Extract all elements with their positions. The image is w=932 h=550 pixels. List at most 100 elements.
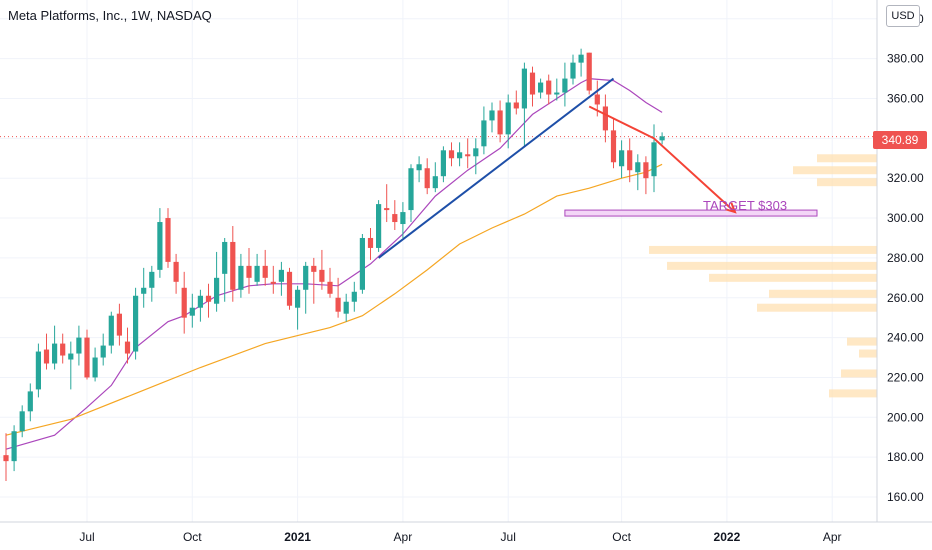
candle-body — [513, 102, 519, 109]
candle-body — [35, 351, 41, 390]
candle-body — [359, 237, 365, 290]
time-tick-label: Jul — [79, 530, 94, 544]
candle-body — [197, 295, 203, 308]
candle-body — [205, 295, 212, 302]
candle — [254, 253, 260, 286]
candle-body — [270, 281, 276, 284]
candle — [319, 249, 325, 290]
candle — [538, 78, 544, 99]
candle — [311, 257, 317, 304]
candle-body — [643, 162, 649, 179]
price-tick-label: 300.00 — [887, 211, 924, 225]
price-tick-label: 220.00 — [887, 370, 924, 384]
target-zone-box — [564, 209, 818, 217]
candle-body — [295, 289, 301, 308]
price-tick-label: 180.00 — [887, 450, 924, 464]
volume-profile-bar — [649, 245, 877, 254]
candle — [457, 142, 463, 167]
candle — [497, 100, 503, 143]
candle — [278, 261, 284, 296]
volume-profile-bar — [769, 289, 877, 298]
candle-body — [384, 208, 390, 211]
time-tick-label: Jul — [501, 530, 516, 544]
candle-body — [3, 455, 9, 462]
candle — [295, 285, 301, 330]
price-tick-label: 280.00 — [887, 251, 924, 265]
price-tick-label: 240.00 — [887, 331, 924, 345]
candle-body — [351, 291, 357, 302]
candle — [408, 164, 414, 223]
price-axis[interactable]: 160.00 180.00 200.00 220.00 240.00 260.00 280.… — [876, 0, 924, 522]
candle — [205, 283, 212, 318]
candle-body — [246, 265, 252, 278]
candle — [602, 94, 608, 143]
candle — [141, 267, 147, 308]
candle — [124, 327, 131, 364]
volume-profile-bar — [709, 273, 877, 282]
candle-body — [635, 162, 641, 173]
time-axis[interactable]: Jul Oct 2021 Apr Jul Oct 2022 Apr — [0, 521, 932, 544]
candle-body — [133, 295, 139, 352]
candle — [521, 62, 527, 147]
candle — [238, 253, 244, 298]
candle — [116, 303, 122, 346]
candle-body — [497, 110, 503, 135]
candle-body — [214, 277, 220, 304]
candle-body — [68, 353, 74, 360]
candle-body — [538, 82, 544, 93]
volume-profile-bar — [859, 349, 877, 358]
candle — [52, 325, 58, 370]
candle-body — [52, 343, 58, 364]
candle-body — [602, 106, 608, 131]
candle — [11, 425, 17, 472]
candle — [505, 94, 511, 149]
volume-profile — [649, 154, 877, 398]
currency-button[interactable]: USD — [886, 5, 920, 27]
time-tick-label: Oct — [612, 530, 631, 544]
time-tick-label: Apr — [394, 530, 413, 544]
candle — [610, 118, 617, 169]
candle — [343, 293, 349, 322]
grid-lines — [0, 0, 877, 522]
candle-body — [286, 271, 293, 306]
candle — [262, 249, 268, 286]
price-tick-label: 160.00 — [887, 490, 924, 504]
price-tick-label: 360.00 — [887, 92, 924, 106]
projection-line — [588, 105, 736, 213]
candle-body — [521, 68, 527, 109]
candle-body — [11, 431, 17, 462]
candle-body — [505, 102, 511, 135]
candle-body — [157, 222, 163, 270]
time-tick-label: Oct — [183, 530, 202, 544]
candle — [513, 90, 519, 115]
candle — [529, 66, 536, 107]
candles — [3, 48, 665, 482]
candle — [562, 62, 568, 107]
candle-body — [181, 287, 187, 318]
candle-body — [108, 315, 114, 346]
candle — [165, 208, 171, 268]
candle-body — [27, 391, 33, 412]
candle — [432, 162, 438, 193]
price-tick-label: 200.00 — [887, 410, 924, 424]
volume-profile-bar — [847, 337, 877, 346]
candle-body — [100, 345, 106, 358]
candle-body — [222, 241, 228, 274]
candle-body — [627, 150, 633, 171]
candle-body — [546, 80, 552, 95]
candle — [68, 341, 74, 390]
candle — [481, 106, 487, 155]
volume-profile-bar — [757, 303, 877, 312]
candle — [473, 138, 479, 175]
candle-body — [43, 349, 50, 364]
candle — [335, 277, 341, 318]
candle-body — [594, 94, 600, 105]
candle-body — [335, 297, 341, 312]
volume-profile-bar — [829, 389, 877, 398]
candle — [489, 102, 495, 133]
candle — [327, 267, 333, 298]
candle-body — [230, 241, 236, 290]
price-tick-label: 260.00 — [887, 291, 924, 305]
candle-body — [570, 62, 576, 79]
